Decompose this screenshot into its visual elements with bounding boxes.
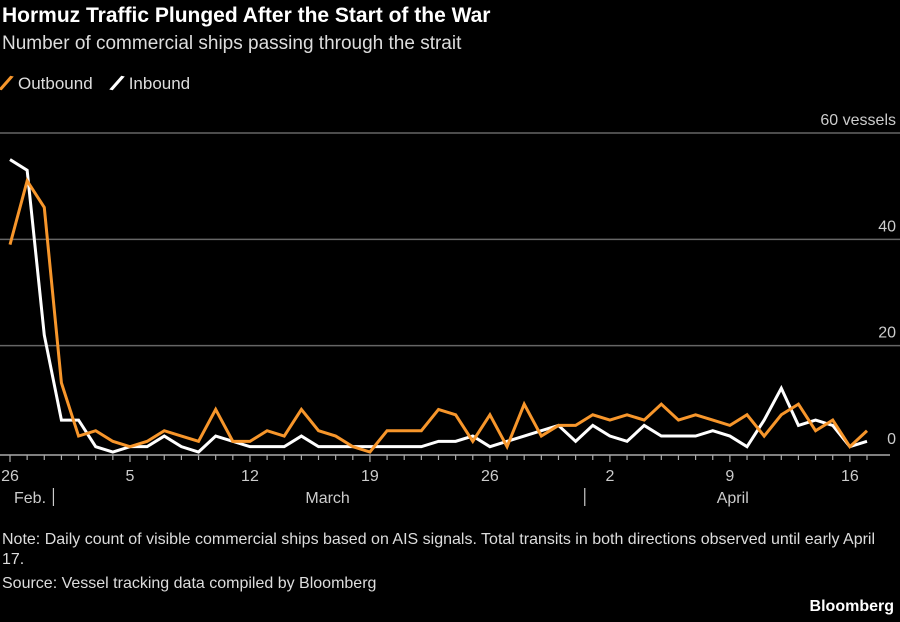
chart-subtitle: Number of commercial ships passing throu… (2, 33, 462, 54)
month-label: April (717, 490, 749, 507)
series-line-outbound (8, 177, 869, 454)
legend-item-inbound: Inbound (108, 74, 191, 94)
x-tick-label: 12 (241, 468, 259, 485)
month-label: Feb. (14, 490, 46, 507)
brand-logo: Bloomberg (809, 598, 894, 615)
x-tick-label: 19 (361, 468, 379, 485)
x-tick-label: 5 (126, 468, 135, 485)
y-tick-label: 0 (887, 431, 896, 448)
x-tick-label: 26 (481, 468, 499, 485)
legend-item-outbound: Outbound (0, 74, 93, 94)
x-tick-label: 16 (841, 468, 859, 485)
chart-source: Source: Vessel tracking data compiled by… (2, 575, 377, 592)
month-label: March (305, 490, 349, 507)
x-tick-label: 9 (725, 468, 734, 485)
x-tick-label: 2 (605, 468, 614, 485)
chart-title: Hormuz Traffic Plunged After the Start o… (2, 4, 491, 27)
legend-label: Outbound (18, 74, 93, 93)
legend: Outbound Inbound (0, 74, 191, 94)
y-tick-label: 40 (878, 218, 896, 235)
x-tick-label: 26 (1, 468, 19, 485)
y-tick-label: 20 (878, 325, 896, 342)
legend-label: Inbound (128, 74, 191, 93)
y-tick-label: 60 vessels (820, 112, 896, 129)
chart-note: Note: Daily count of visible commercial … (2, 531, 876, 568)
